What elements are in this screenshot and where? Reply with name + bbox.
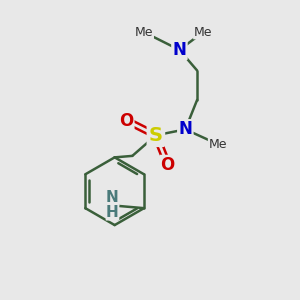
Text: Me: Me	[208, 138, 227, 151]
Text: H: H	[106, 205, 119, 220]
Text: N: N	[106, 190, 119, 205]
Text: Me: Me	[194, 26, 212, 39]
Text: Me: Me	[135, 26, 153, 39]
Text: S: S	[149, 126, 163, 145]
Text: O: O	[160, 156, 175, 174]
Text: N: N	[178, 120, 192, 138]
Text: N: N	[172, 41, 186, 59]
Text: O: O	[119, 112, 134, 130]
